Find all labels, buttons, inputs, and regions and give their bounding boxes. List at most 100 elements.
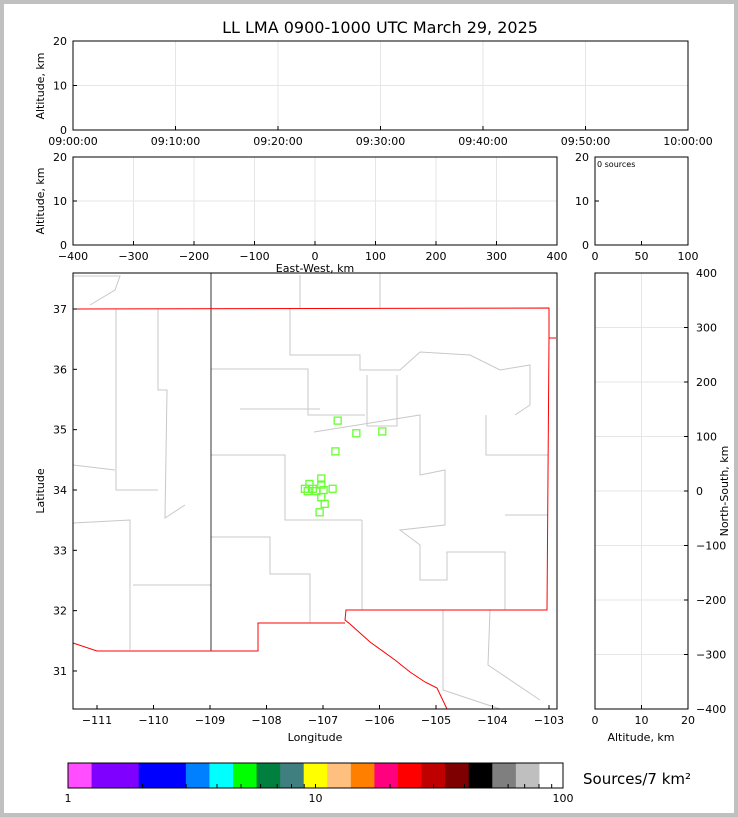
county-boundary: [72, 519, 131, 650]
county-boundary: [115, 309, 158, 491]
county-boundary: [211, 368, 365, 416]
plot-canvas: LL LMA 0900-1000 UTC March 29, 2025 09:0…: [34, 18, 731, 805]
ns-axis-tick-label: 300: [696, 322, 717, 335]
colorbar-segment: [445, 763, 470, 788]
colorbar-segment: [492, 763, 517, 788]
alt-axis-3-tick-label: 10: [575, 195, 589, 208]
time-axis-tick-label: 09:40:00: [458, 135, 507, 148]
count-axis-tick-label: 50: [635, 250, 649, 263]
y-axis-label-2: Altitude, km: [34, 167, 47, 234]
lat-axis-tick-label: 37: [53, 303, 67, 316]
ew-axis-tick-label: 300: [486, 250, 507, 263]
plan-view-panel: [72, 272, 558, 710]
alt-axis-3-tick-label: 0: [582, 239, 589, 252]
ew-axis-tick-label: −200: [179, 250, 209, 263]
county-boundary: [313, 414, 506, 610]
ns-axis-tick-label: −100: [696, 540, 726, 553]
county-boundary: [442, 610, 501, 710]
colorbar-label: Sources/7 km²: [583, 770, 691, 788]
y-axis-label-ns: North-South, km: [718, 446, 731, 537]
colorbar-segment: [138, 763, 163, 788]
count-axis-tick-label: 0: [592, 250, 599, 263]
source-point: [300, 484, 310, 493]
lon-axis-tick-label: −106: [364, 714, 394, 727]
county-boundary: [211, 536, 311, 623]
alt-axis-5-tick-label: 20: [681, 714, 695, 727]
source-point: [331, 447, 340, 456]
alt-axis-tick-label: 0: [60, 124, 67, 137]
colorbar-segment: [162, 763, 187, 788]
source-count-panel: [594, 156, 689, 246]
ew-axis-tick-label: 100: [365, 250, 386, 263]
colorbar-segment: [256, 763, 281, 788]
colorbar-segment: [233, 763, 258, 788]
x-axis-label-lon: Longitude: [288, 731, 343, 744]
ns-axis-tick-label: −400: [696, 703, 726, 716]
county-boundary: [487, 609, 541, 701]
count-axis-tick-label: 100: [678, 250, 699, 263]
lat-axis-tick-label: 35: [53, 424, 67, 437]
source-point: [320, 499, 329, 509]
colorbar-segment: [350, 763, 375, 788]
source-point: [317, 480, 326, 489]
annotation-sources: 0 sources: [597, 160, 635, 169]
ns-axis-tick-label: −200: [696, 594, 726, 607]
colorbar-segment: [115, 763, 140, 788]
lon-axis-tick-label: −108: [251, 714, 281, 727]
alt-axis-5-tick-label: 10: [635, 714, 649, 727]
lat-axis-tick-label: 32: [53, 605, 67, 618]
county-boundary: [485, 415, 548, 456]
lat-axis-tick-label: 36: [53, 363, 67, 376]
colorbar-segment: [539, 763, 564, 788]
lon-axis-tick-label: −105: [421, 714, 451, 727]
lon-axis-tick-label: −110: [138, 714, 168, 727]
colorbar-tick-label: 100: [553, 792, 574, 805]
alt-axis-2-tick-label: 20: [53, 151, 67, 164]
colorbar-segment: [374, 763, 399, 788]
x-axis-label-ew: East-West, km: [276, 262, 354, 275]
colorbar-segment: [68, 763, 93, 788]
lon-axis-tick-label: −109: [195, 714, 225, 727]
time-axis-tick-label: 09:00:00: [48, 135, 97, 148]
colorbar-segment: [185, 763, 210, 788]
state-boundary-tx: [72, 307, 556, 710]
ns-axis-tick-label: 100: [696, 431, 717, 444]
source-point: [352, 429, 361, 438]
colorbar-tick-label: 1: [65, 792, 72, 805]
lat-axis-tick-label: 33: [53, 544, 67, 557]
time-axis-tick-label: 09:50:00: [561, 135, 610, 148]
lon-axis-tick-label: −103: [534, 714, 564, 727]
ew-axis-tick-label: −400: [58, 250, 88, 263]
lon-axis-tick-label: −107: [308, 714, 338, 727]
county-boundary: [72, 464, 116, 471]
y-axis-label-lat: Latitude: [34, 468, 47, 514]
colorbar-tick-label: 10: [309, 792, 323, 805]
source-point: [378, 427, 387, 436]
alt-axis-3-tick-label: 20: [575, 151, 589, 164]
alt-axis-tick-label: 10: [53, 80, 67, 93]
ew-axis-tick-label: 200: [426, 250, 447, 263]
ew-axis-tick-label: 400: [547, 250, 568, 263]
alt-axis-2-tick-label: 10: [53, 195, 67, 208]
lat-axis-tick-label: 34: [53, 484, 67, 497]
county-boundary: [73, 275, 121, 306]
chart-title: LL LMA 0900-1000 UTC March 29, 2025: [222, 18, 538, 37]
ns-axis-tick-label: 400: [696, 267, 717, 280]
county-boundary: [366, 375, 398, 427]
source-point: [328, 484, 337, 493]
colorbar-segment: [280, 763, 305, 788]
border-mexico: [72, 622, 345, 652]
alt-axis-2-tick-label: 0: [60, 239, 67, 252]
colorbar-segment: [303, 763, 328, 788]
lon-axis-tick-label: −104: [477, 714, 507, 727]
ew-axis-tick-label: 0: [312, 250, 319, 263]
y-axis-label: Altitude, km: [34, 52, 47, 119]
time-axis-tick-label: 09:20:00: [253, 135, 302, 148]
ew-axis-tick-label: −300: [118, 250, 148, 263]
colorbar-segment: [421, 763, 446, 788]
ns-axis-tick-label: 0: [696, 485, 703, 498]
time-axis-tick-label: 10:00:00: [663, 135, 712, 148]
source-point: [333, 416, 342, 425]
altitude-time-panel: [72, 40, 689, 131]
colorbar-segment: [398, 763, 423, 788]
